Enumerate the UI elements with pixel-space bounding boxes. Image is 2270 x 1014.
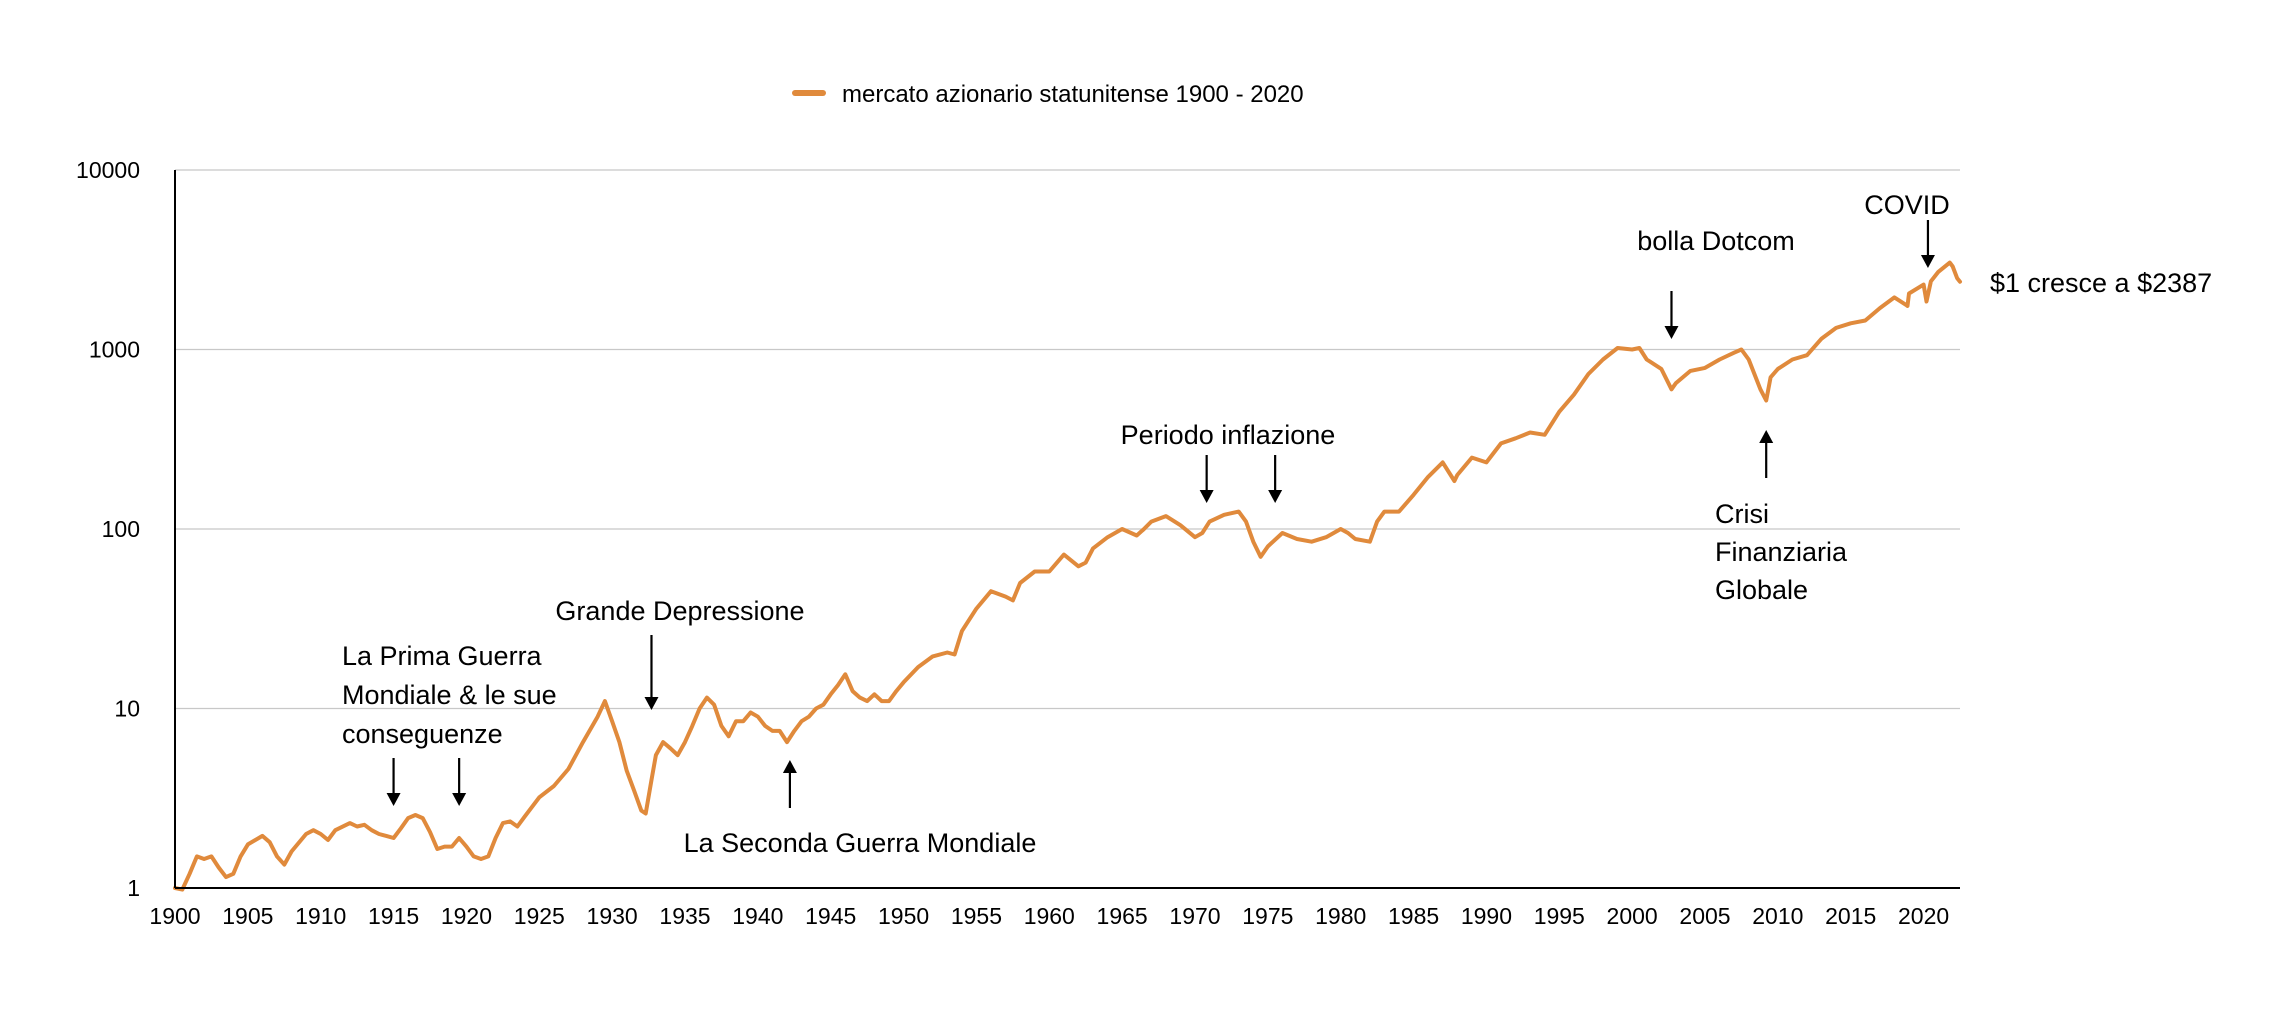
legend: mercato azionario statunitense 1900 - 20… [792,81,1304,108]
x-axis-tick-labels: 1900 1905 1910 1915 1920 1925 1930 1935 1940 1945… [149,903,1949,929]
y-tick-label: 10 [114,696,140,722]
annotation-arrowhead [644,697,659,710]
annotation-label: Grande Depressione [555,596,804,626]
x-tick-label: 2020 [1898,903,1949,929]
x-tick-label: 1910 [295,903,346,929]
annotation-label: $1 cresce a $2387 [1990,268,2212,298]
x-tick-label: 1905 [222,903,273,929]
annotation-arrowhead [386,793,401,806]
annotation-label: Mondiale & le sue [342,680,557,710]
x-tick-label: 1995 [1534,903,1585,929]
x-tick-label: 2005 [1679,903,1730,929]
annotation-arrowhead [452,793,467,806]
x-tick-label: 1925 [514,903,565,929]
x-tick-label: 1920 [441,903,492,929]
x-tick-label: 1965 [1097,903,1148,929]
annotation: Crisi Finanziaria Globale [1715,430,1848,605]
x-tick-label: 1955 [951,903,1002,929]
y-axis-tick-labels: 1 10 100 1000 10000 [76,157,140,901]
x-tick-label: 1950 [878,903,929,929]
annotation-label: conseguenze [342,719,503,749]
y-tick-label: 10000 [76,157,140,183]
annotation-label: La Seconda Guerra Mondiale [684,828,1037,858]
x-tick-label: 1980 [1315,903,1366,929]
x-tick-label: 1985 [1388,903,1439,929]
x-tick-label: 1940 [732,903,783,929]
annotation-label: Globale [1715,575,1808,605]
annotations: La Prima Guerra Mondiale & le sue consegue… [342,190,2212,858]
legend-label: mercato azionario statunitense 1900 - 20… [842,81,1304,108]
annotation-label: Periodo inflazione [1121,420,1336,450]
x-tick-label: 1915 [368,903,419,929]
y-tick-label: 100 [102,516,140,542]
annotation: $1 cresce a $2387 [1990,268,2212,298]
x-tick-label: 1930 [587,903,638,929]
x-tick-label: 1975 [1242,903,1293,929]
x-tick-label: 1900 [149,903,200,929]
x-tick-label: 2000 [1607,903,1658,929]
x-tick-label: 1960 [1024,903,1075,929]
annotation-arrowhead [1268,490,1283,503]
x-tick-label: 2015 [1825,903,1876,929]
annotation: Grande Depressione [555,596,805,710]
annotation-arrowhead [1199,490,1214,503]
x-tick-label: 1945 [805,903,856,929]
annotation-arrowhead [1920,255,1935,268]
annotation-label: bolla Dotcom [1637,226,1795,256]
x-tick-label: 2010 [1752,903,1803,929]
annotation-arrowhead [1759,430,1774,443]
annotation: COVID [1864,190,1950,268]
annotation-label: La Prima Guerra [342,641,543,671]
annotation-arrowhead [1664,326,1679,339]
x-tick-label: 1990 [1461,903,1512,929]
annotation-arrowhead [782,760,797,773]
series-line [173,260,1962,892]
gridlines [175,169,1960,710]
annotation-label: Finanziaria [1715,537,1848,567]
annotation: Periodo inflazione [1121,420,1336,503]
x-tick-label: 1970 [1169,903,1220,929]
annotation-label: Crisi [1715,499,1769,529]
x-tick-label: 1935 [659,903,710,929]
annotation: La Seconda Guerra Mondiale [684,760,1037,858]
annotation: bolla Dotcom [1637,226,1795,339]
annotation: La Prima Guerra Mondiale & le sue consegue… [342,641,557,806]
annotation-label: COVID [1864,190,1950,220]
y-tick-label: 1 [127,875,140,901]
y-tick-label: 1000 [89,337,140,363]
